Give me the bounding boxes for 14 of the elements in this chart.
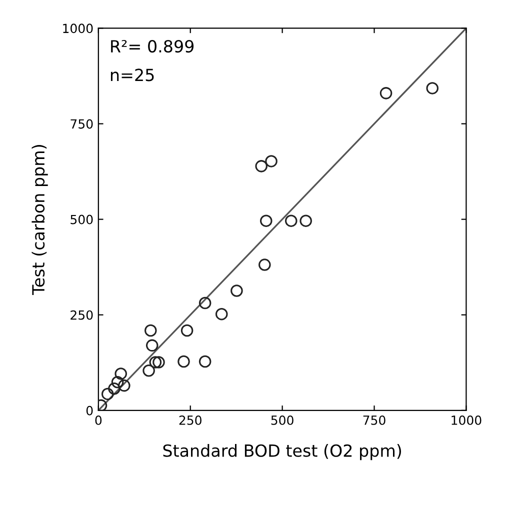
y-tick-label: 250: [70, 310, 93, 320]
y-tick-label: 500: [70, 214, 93, 224]
x-tick-label: 0: [95, 415, 102, 425]
y-tick-label: 1000: [63, 24, 93, 34]
x-tick-label: 500: [271, 415, 294, 425]
annotation: R²= 0.899: [111, 40, 194, 53]
x-tick-label: 750: [363, 415, 386, 425]
y-tick-label: 0: [86, 406, 93, 416]
x-axis-title: Standard BOD test (O2 ppm): [163, 444, 401, 460]
x-tick-label: 1000: [452, 415, 482, 425]
annotation: n=25: [110, 68, 154, 82]
x-tick-label: 250: [179, 415, 202, 425]
y-axis-title: Test (carbon ppm): [32, 145, 48, 296]
y-tick-label: 750: [70, 119, 93, 129]
